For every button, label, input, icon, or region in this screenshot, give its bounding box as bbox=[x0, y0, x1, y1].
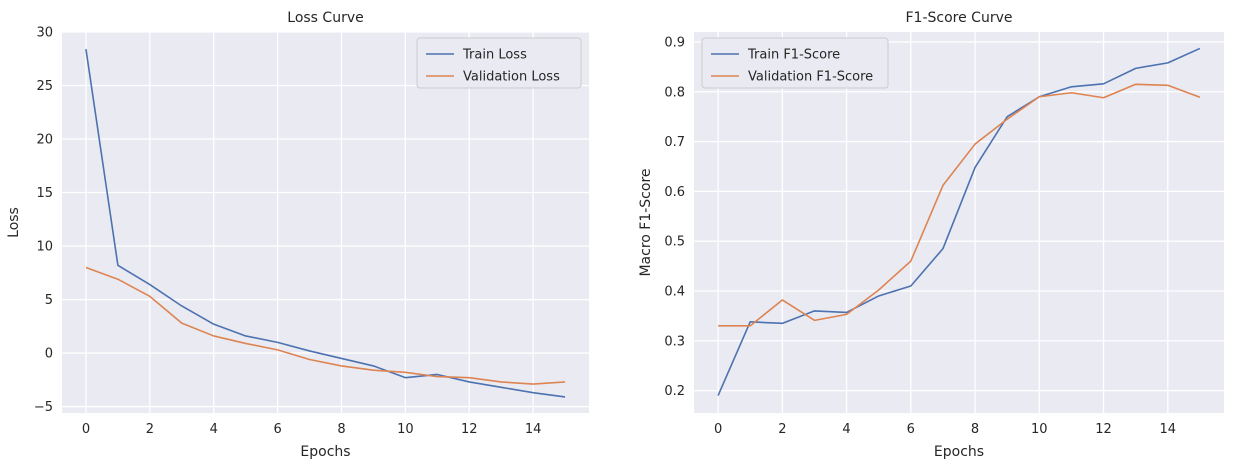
loss-x-ticks: 0 2 4 6 8 10 12 14 bbox=[82, 422, 542, 437]
f1-x-ticks: 0 2 4 6 8 10 12 14 bbox=[714, 422, 1176, 437]
f1-legend-box bbox=[701, 37, 889, 89]
loss-y-tick-label: 10 bbox=[36, 240, 53, 255]
loss-train-line bbox=[85, 49, 566, 398]
loss-legend-box bbox=[416, 37, 582, 89]
f1-grid bbox=[694, 32, 1224, 413]
f1-legend-val-label: Validation F1-Score bbox=[748, 70, 873, 85]
loss-x-tick-label: 4 bbox=[210, 422, 218, 437]
loss-y-tick-label: −5 bbox=[34, 400, 53, 415]
loss-x-tick-label: 6 bbox=[273, 422, 281, 437]
f1-y-tick-label: 0.5 bbox=[664, 235, 685, 250]
loss-chart-title: Loss Curve bbox=[287, 10, 363, 26]
loss-x-tick-label: 2 bbox=[146, 422, 154, 437]
f1-plot-area bbox=[694, 32, 1224, 413]
f1-chart: 0 2 4 6 8 10 12 14 0.2 0.3 0.4 0.5 0.6 0.7 0.8 0.9 F1-… bbox=[638, 10, 1224, 460]
f1-train-line bbox=[717, 47, 1201, 396]
loss-x-tick-label: 14 bbox=[525, 422, 542, 437]
f1-x-tick-label: 6 bbox=[907, 422, 915, 437]
f1-x-tick-label: 12 bbox=[1095, 422, 1112, 437]
loss-x-tick-label: 10 bbox=[397, 422, 414, 437]
f1-y-tick-label: 0.8 bbox=[664, 85, 685, 100]
loss-y-tick-label: 0 bbox=[45, 347, 53, 362]
f1-y-tick-label: 0.7 bbox=[664, 135, 685, 150]
f1-validation-line bbox=[718, 83, 1201, 327]
f1-x-tick-label: 8 bbox=[971, 422, 979, 437]
f1-y-tick-label: 0.4 bbox=[664, 284, 685, 299]
loss-x-axis-label: Epochs bbox=[300, 444, 350, 460]
loss-y-tick-label: 5 bbox=[45, 293, 53, 308]
f1-legend: Train F1-Score Validation F1-Score bbox=[701, 37, 889, 89]
loss-legend-train-label: Train Loss bbox=[462, 48, 527, 63]
loss-x-tick-label: 12 bbox=[461, 422, 478, 437]
f1-y-tick-label: 0.6 bbox=[664, 185, 685, 200]
loss-y-tick-label: 30 bbox=[36, 26, 53, 41]
loss-legend-val-label: Validation Loss bbox=[463, 70, 560, 85]
loss-y-axis-label: Loss bbox=[6, 207, 22, 238]
loss-plot-area bbox=[62, 32, 589, 413]
f1-x-tick-label: 0 bbox=[714, 422, 722, 437]
loss-grid bbox=[62, 31, 589, 413]
f1-x-tick-label: 4 bbox=[842, 422, 850, 437]
loss-y-ticks: −5 0 5 10 15 20 25 30 bbox=[34, 26, 53, 416]
loss-x-tick-label: 0 bbox=[82, 422, 90, 437]
f1-x-axis-label: Epochs bbox=[934, 444, 984, 460]
loss-validation-line bbox=[85, 266, 566, 385]
loss-chart: 0 2 4 6 8 10 12 14 −5 0 5 10 15 20 25 30 Loss Curve Ep… bbox=[6, 10, 589, 460]
f1-y-tick-label: 0.2 bbox=[664, 384, 685, 399]
f1-y-tick-label: 0.3 bbox=[664, 334, 685, 349]
loss-y-tick-label: 20 bbox=[36, 133, 53, 148]
loss-series bbox=[85, 49, 566, 398]
f1-series bbox=[717, 47, 1201, 396]
f1-x-tick-label: 2 bbox=[778, 422, 786, 437]
f1-legend-train-label: Train F1-Score bbox=[747, 48, 840, 63]
loss-x-tick-label: 8 bbox=[337, 422, 345, 437]
f1-x-tick-label: 14 bbox=[1160, 422, 1177, 437]
f1-y-axis-label: Macro F1-Score bbox=[638, 168, 654, 276]
f1-y-tick-label: 0.9 bbox=[664, 35, 685, 50]
f1-y-ticks: 0.2 0.3 0.4 0.5 0.6 0.7 0.8 0.9 bbox=[664, 35, 685, 399]
f1-x-tick-label: 10 bbox=[1031, 422, 1048, 437]
loss-y-tick-label: 15 bbox=[36, 186, 53, 201]
loss-legend: Train Loss Validation Loss bbox=[416, 37, 582, 89]
f1-chart-title: F1-Score Curve bbox=[906, 10, 1013, 26]
loss-y-tick-label: 25 bbox=[36, 79, 53, 94]
